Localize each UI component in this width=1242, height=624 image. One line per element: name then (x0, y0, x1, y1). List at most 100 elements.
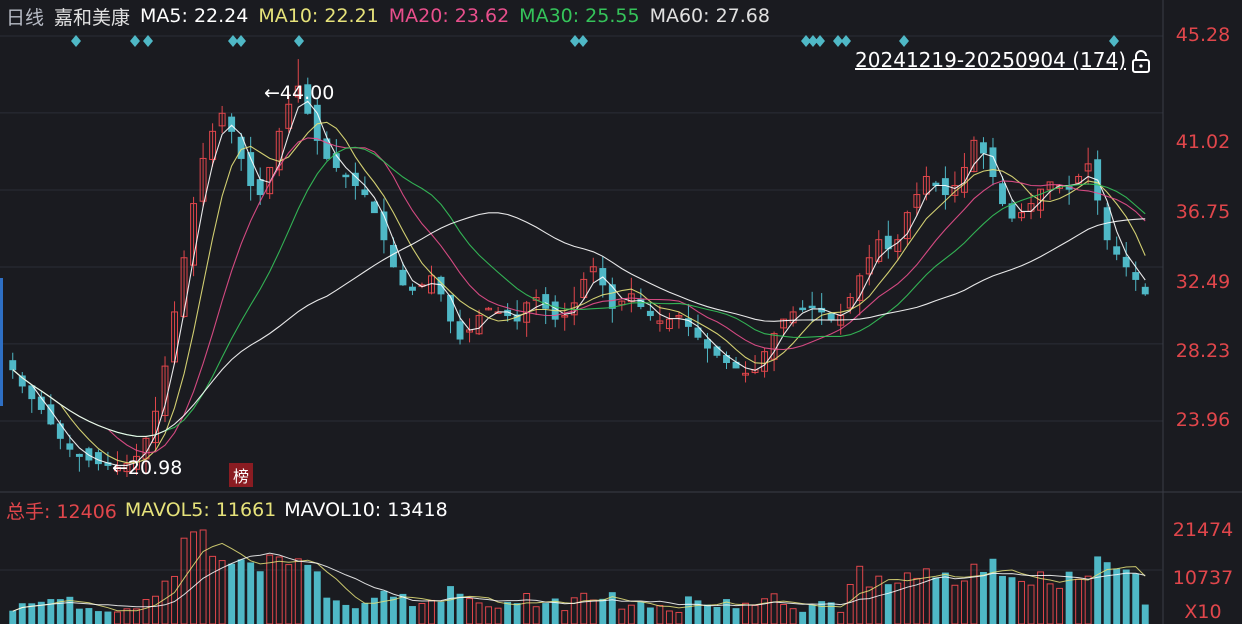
mavol5-legend: MAVOL5: 11661 (124, 499, 277, 521)
volume-bar (266, 554, 274, 624)
volume-bar (494, 607, 502, 624)
candle-body (694, 327, 702, 338)
candle-body (247, 152, 255, 187)
volume-bar (608, 592, 616, 624)
volume-bar (152, 595, 159, 624)
candle-body (913, 194, 921, 208)
candle-body (951, 185, 959, 196)
volume-bar (1018, 580, 1025, 624)
volume-bar (428, 599, 435, 624)
event-diamond-icon (71, 35, 81, 47)
candle-body (447, 294, 454, 322)
candle-body (704, 339, 711, 349)
candle-body (903, 212, 911, 240)
volume-bar (161, 580, 169, 624)
candle-body (580, 278, 588, 299)
volume-bar (85, 608, 93, 624)
event-diamond-icon (801, 35, 811, 47)
volume-bar (742, 602, 749, 624)
volume-bar (113, 611, 121, 624)
volume-bar (218, 560, 226, 624)
candle-body (799, 307, 807, 311)
price-tick-1: 41.02 (1175, 131, 1231, 153)
candle-body (656, 320, 664, 324)
candle-body (389, 244, 397, 268)
volume-bar (123, 608, 131, 624)
volume-bar (865, 586, 873, 624)
volume-bar (285, 564, 293, 624)
volume-bar (941, 572, 949, 624)
volume-bar (637, 601, 645, 624)
volume-bar (247, 562, 255, 624)
volume-tick-mid: 10737 (1172, 567, 1234, 589)
volume-bar (704, 604, 711, 624)
volume-bar (313, 571, 321, 624)
volume-bar (1094, 556, 1102, 624)
candle-body (1141, 286, 1149, 295)
volume-bar (133, 608, 140, 624)
volume-bar (618, 608, 626, 624)
volume-bar (409, 606, 416, 624)
low-value: 20.98 (127, 457, 183, 479)
candle-body (485, 307, 493, 311)
candle-body (85, 448, 93, 461)
volume-bar (960, 580, 968, 624)
volume-bar (903, 572, 911, 624)
ma10-line (12, 121, 1146, 464)
candle-body (294, 85, 302, 98)
volume-bar (532, 606, 540, 624)
volume-bar (389, 596, 397, 624)
volume-bar (580, 592, 588, 624)
candle-body (285, 103, 293, 129)
volume-bar (570, 597, 578, 624)
volume-bar (1132, 573, 1140, 624)
volume-bar (380, 590, 388, 624)
volume-bar (951, 584, 959, 624)
candle-body (865, 257, 873, 275)
candle-body (9, 360, 17, 371)
volume-bar (732, 608, 740, 624)
ma30-line (12, 146, 1146, 437)
volume-bar (913, 577, 921, 624)
candle-body (94, 452, 102, 465)
volume-bar (818, 601, 826, 624)
candle-body (75, 453, 83, 457)
volume-bar (665, 610, 673, 624)
candle-body (380, 211, 388, 241)
period-label[interactable]: 日线 (6, 6, 45, 29)
dragon-tiger-badge[interactable]: 榜 (229, 463, 253, 487)
ma10-legend: MA10: 22.21 (258, 5, 379, 27)
volume-bar (646, 607, 654, 624)
candle-body (409, 286, 416, 291)
volume-bar (66, 596, 74, 624)
volume-bar (675, 611, 683, 624)
volume-bar (713, 606, 721, 624)
high-annotation: ←44.00 (264, 82, 334, 104)
date-range-label[interactable]: 20241219-20250904 (174) (855, 48, 1126, 72)
candle-body (361, 189, 369, 196)
candle-body (894, 239, 902, 252)
volume-bar (932, 577, 940, 624)
candle-body (970, 139, 978, 173)
candle-body (256, 179, 264, 196)
volume-bar (466, 598, 474, 624)
volume-bar (1122, 569, 1130, 624)
volume-bar (323, 597, 331, 624)
left-arrow-icon: ← (264, 82, 280, 104)
candle-body (370, 201, 378, 214)
candle-body (1008, 203, 1016, 219)
candle-body (113, 466, 121, 472)
candle-body (789, 311, 797, 324)
volume-bar (789, 608, 797, 624)
volume-bar (209, 555, 217, 624)
ma5-legend: MA5: 22.24 (140, 5, 249, 27)
volume-bar (799, 611, 807, 624)
mavol10-line (12, 552, 1146, 612)
candle-body (542, 294, 550, 309)
ma20-line (12, 137, 1146, 454)
candle-body (342, 174, 350, 178)
lock-icon[interactable] (1130, 50, 1152, 74)
candle-body (1084, 163, 1092, 172)
candle-body (646, 310, 654, 317)
